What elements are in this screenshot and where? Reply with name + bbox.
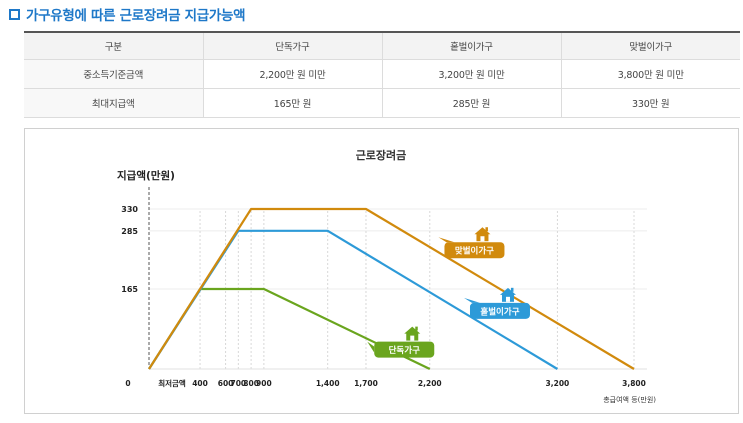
table-cell: 330만 원 (560, 88, 740, 118)
callout-box (374, 341, 435, 358)
chart-title: 근로장려금 (356, 148, 407, 162)
x-tick-label: 1,400 (316, 379, 340, 388)
callout-pointer (463, 297, 480, 303)
table-header-cell: 구분 (24, 31, 203, 60)
house-chimney (415, 326, 418, 331)
table-cell: 최대지급액 (24, 88, 203, 118)
section-title-text: 가구유형에 따른 근로장려금 지급가능액 (26, 8, 246, 24)
x-tick-label: 800 (243, 379, 259, 388)
series-callout: 단독가구 (367, 326, 435, 358)
table-cell: 2,200만 원 미만 (202, 59, 382, 89)
x-tick-label: 1,700 (354, 379, 378, 388)
x-tick-label: 3,800 (622, 379, 646, 388)
y-tick-label: 165 (121, 285, 138, 294)
series-line (148, 207, 635, 370)
table-cell: 285만 원 (381, 88, 561, 118)
table-header-cell: 맞벌이가구 (560, 31, 740, 60)
square-bullet-icon (9, 8, 20, 20)
series-label: 단독가구 (389, 345, 420, 356)
house-door (480, 236, 485, 242)
y-axis-label: 지급액(만원) (117, 169, 175, 182)
y-tick-label: 330 (121, 205, 138, 214)
table-row: 중소득기준금액 2,200만 원 미만 3,200만 원 미만 3,800만 원… (24, 59, 740, 89)
series-callout: 맞벌이가구 (438, 227, 505, 259)
y-tick-label: 285 (121, 227, 138, 236)
table-header-row: 구분 단독가구 홑벌이가구 맞벌이가구 (24, 31, 740, 60)
table-cell: 3,200만 원 미만 (381, 59, 561, 89)
eligibility-table: 구분 단독가구 홑벌이가구 맞벌이가구 중소득기준금액 2,200만 원 미만 … (24, 31, 740, 118)
callout-box (469, 302, 530, 319)
table-cell: 중소득기준금액 (24, 59, 203, 89)
house-icon (474, 227, 491, 242)
x-tick-label: 2,200 (418, 379, 442, 388)
x-start-label: 최저금액 (158, 378, 186, 388)
chart-panel: 근로장려금 지급액(만원) 330 285 165 400 600 700 800 900 1,… (24, 128, 739, 414)
origin-label: 0 (125, 379, 130, 388)
house-door (410, 335, 415, 341)
x-tick-label: 3,200 (546, 379, 570, 388)
x-tick-label: 600 (218, 379, 234, 388)
series-callout: 홑벌이가구 (463, 287, 530, 319)
section-title: 가구유형에 따른 근로장려금 지급가능액 (9, 4, 246, 24)
table-cell: 165만 원 (202, 88, 382, 118)
house-chimney (510, 287, 514, 292)
house-door (505, 296, 510, 302)
callout-pointer (367, 341, 375, 353)
x-tick-label: 900 (256, 379, 272, 388)
house-icon (499, 287, 516, 302)
table-cell: 3,800만 원 미만 (560, 59, 740, 89)
callout-box (444, 242, 505, 259)
x-axis-label: 총급여액 등(만원) (603, 395, 656, 404)
x-tick-label: 400 (192, 379, 208, 388)
house-chimney (485, 227, 488, 232)
house-roof (499, 287, 516, 295)
callout-pointer (438, 237, 455, 243)
table-header-cell: 단독가구 (202, 31, 382, 60)
table-header-cell: 홑벌이가구 (381, 31, 561, 60)
house-icon (404, 326, 421, 341)
house-roof (404, 326, 421, 334)
x-tick-label: 700 (231, 379, 247, 388)
house-roof (474, 227, 491, 235)
series-label: 홑벌이가구 (480, 306, 519, 317)
series-label: 맞벌이가구 (455, 246, 494, 257)
table-row: 최대지급액 165만 원 285만 원 330만 원 (24, 88, 740, 118)
